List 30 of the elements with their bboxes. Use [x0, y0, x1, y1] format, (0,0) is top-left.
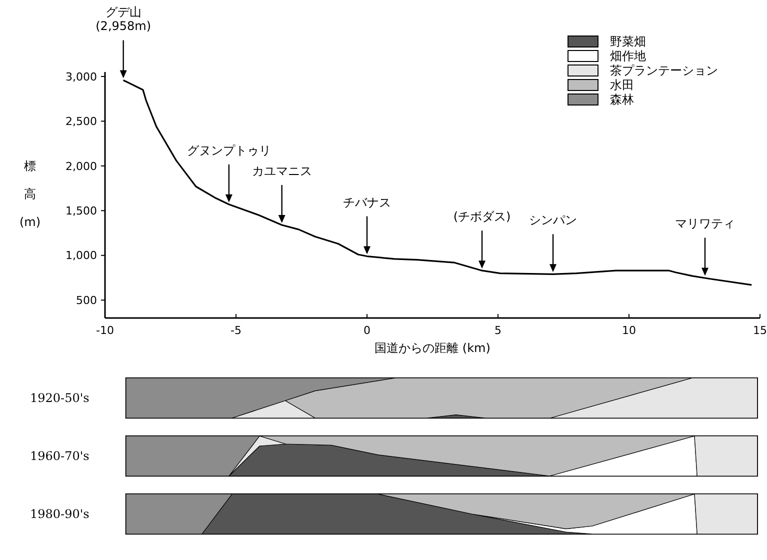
annotation: チバナス	[343, 195, 391, 210]
legend-label: 森林	[610, 92, 634, 107]
annotation: マリワティ	[674, 216, 735, 231]
annotation: シンパン	[529, 213, 578, 228]
y-tick-label: 1,500	[66, 204, 97, 218]
text: 1960-70's	[30, 449, 90, 464]
y-tick-label: 500	[76, 294, 97, 307]
text: 1980-90's	[30, 507, 90, 522]
annotation: グデ山 (2,958m)	[96, 5, 152, 34]
text: 1920-50's	[30, 391, 90, 406]
line-series	[122, 79, 752, 286]
x-tick-label: 15	[753, 324, 767, 337]
y-tick-label: 3,000	[66, 70, 97, 84]
annotation: (チボダス)	[453, 210, 511, 224]
annotation: グヌンプトゥリ	[186, 143, 271, 158]
y-axis-title: 標高 (m)	[19, 159, 41, 229]
y-tick-label: 2,500	[66, 115, 97, 128]
legend-label: 野菜畑	[610, 34, 646, 49]
annotation: カユマニス	[252, 164, 312, 178]
x-tick-label: -10	[96, 324, 114, 337]
legend-label: 水田	[610, 78, 634, 92]
x-tick-label: 5	[494, 324, 502, 337]
y-tick-label: 1,000	[66, 249, 97, 262]
x-tick-label: 10	[622, 324, 636, 337]
x-tick-label: 0	[364, 324, 370, 337]
legend-label: 茶プランテーション	[610, 64, 718, 78]
x-axis-title: 国道からの距離 (km)	[374, 341, 490, 355]
legend-label: 畑作地	[610, 49, 646, 64]
x-tick-label: -5	[230, 324, 242, 337]
y-tick-label: 2,000	[66, 160, 97, 173]
